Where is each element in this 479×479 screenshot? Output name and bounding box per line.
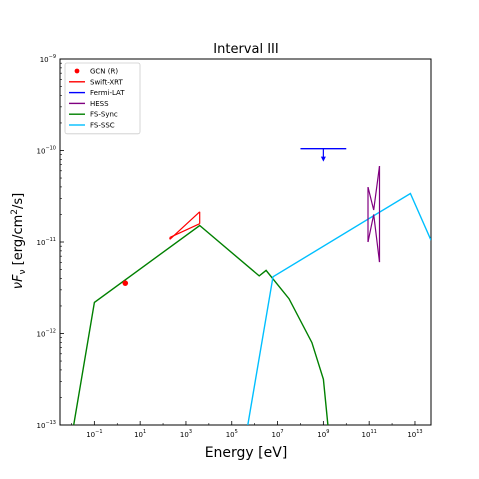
- fs-ssc-line: [247, 192, 431, 425]
- legend-label: GCN (R): [90, 68, 118, 76]
- x-tick-base: 10: [226, 431, 235, 439]
- legend-box: [64, 62, 141, 135]
- x-tick-base: 10: [180, 431, 189, 439]
- fs-sync-line: [73, 224, 329, 425]
- data-layer: [73, 147, 431, 425]
- x-axis-label: Energy [eV]: [205, 445, 288, 461]
- x-tick-base: 10: [134, 431, 143, 439]
- x-tick-exp: 7: [280, 429, 283, 435]
- x-tick-label: 1013: [407, 429, 422, 439]
- x-tick-exp: 9: [326, 429, 329, 435]
- legend: GCN (R) Swift-XRT Fermi-LAT HESS FS-Sync FS-S…: [64, 62, 141, 135]
- y-tick-base: 10: [40, 56, 49, 64]
- chart-title: Interval III: [213, 42, 278, 57]
- y-tick-label: 10−12: [37, 329, 56, 339]
- x-tick-label: 109: [317, 429, 329, 439]
- y-tick-label: 10−11: [37, 237, 56, 247]
- x-tick-exp: 5: [235, 429, 238, 435]
- x-axis-ticks: 10−1 101 103 105 107 109 1011 1013: [86, 421, 423, 439]
- y-tick-label: 10−10: [37, 146, 56, 156]
- y-tick-exp: −9: [49, 54, 56, 60]
- legend-label: Fermi-LAT: [90, 89, 125, 97]
- y-tick-exp: −13: [45, 420, 56, 426]
- swift-xrt-lower: [169, 223, 200, 238]
- x-tick-exp: 3: [189, 429, 192, 435]
- y-tick-label: 10−13: [37, 420, 56, 430]
- legend-label: FS-Sync: [90, 111, 118, 119]
- x-tick-label: 1011: [362, 429, 377, 439]
- fermi-lat-arrow-head: [320, 156, 326, 162]
- x-tick-base: 10: [317, 431, 326, 439]
- y-label-sub: ν: [18, 269, 28, 274]
- x-tick-label: 105: [226, 429, 238, 439]
- x-tick-exp: 11: [370, 429, 376, 435]
- y-label-tail: /s]: [11, 193, 26, 209]
- x-tick-base: 10: [272, 431, 281, 439]
- y-tick-exp: −10: [45, 146, 56, 152]
- y-tick-exp: −11: [45, 237, 56, 243]
- legend-marker-dot: [74, 68, 80, 74]
- x-tick-base: 10: [86, 431, 95, 439]
- y-tick-exp: −12: [45, 329, 56, 335]
- hess-upper: [367, 166, 381, 211]
- y-tick-base: 10: [37, 331, 46, 339]
- y-tick-base: 10: [37, 239, 46, 247]
- x-tick-label: 101: [134, 429, 146, 439]
- y-tick-label: 10−9: [40, 54, 56, 64]
- x-tick-exp: −1: [95, 429, 102, 435]
- x-tick-label: 103: [180, 429, 192, 439]
- x-tick-base: 10: [407, 431, 416, 439]
- x-tick-label: 10−1: [86, 429, 102, 439]
- legend-label: HESS: [90, 100, 109, 108]
- legend-label: Swift-XRT: [90, 78, 124, 86]
- y-label-text: [erg/cm: [11, 215, 26, 270]
- legend-label: FS-SSC: [90, 122, 115, 130]
- y-tick-base: 10: [37, 148, 46, 156]
- hess-lower: [367, 214, 381, 263]
- x-tick-exp: 1: [143, 429, 146, 435]
- y-label-base: νF: [11, 274, 26, 289]
- y-label-sup: 2: [10, 209, 20, 215]
- minor-ticks: [60, 62, 393, 425]
- x-tick-exp: 13: [416, 429, 422, 435]
- y-tick-base: 10: [37, 422, 46, 430]
- x-tick-label: 107: [272, 429, 284, 439]
- plot-area: [59, 58, 432, 426]
- x-tick-base: 10: [362, 431, 371, 439]
- y-axis-label: νFν [erg/cm2/s]: [10, 193, 28, 290]
- gcn-r-point: [122, 280, 129, 286]
